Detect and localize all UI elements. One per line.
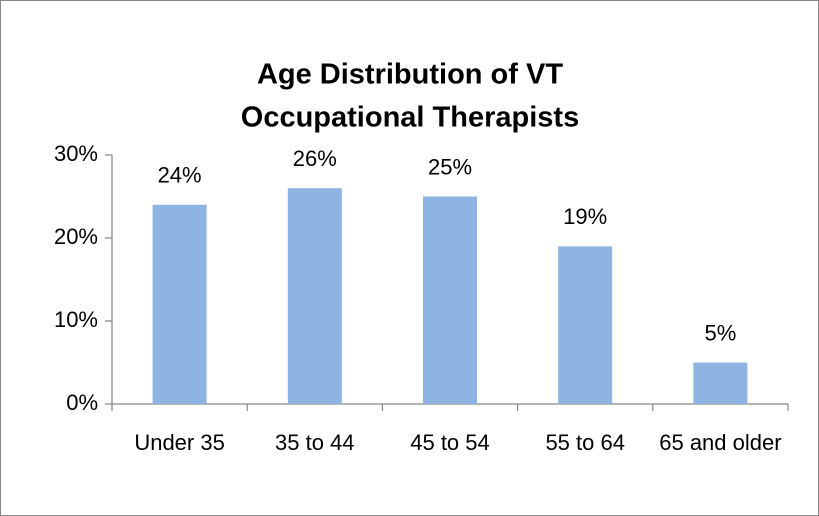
y-tick-label: 10%	[54, 307, 98, 332]
chart-title: Occupational Therapists	[241, 102, 579, 134]
x-tick-label: 55 to 64	[545, 430, 625, 455]
bar	[287, 188, 342, 404]
y-tick-label: 20%	[54, 224, 98, 249]
bar	[152, 204, 207, 404]
x-tick-label: 45 to 54	[410, 430, 490, 455]
bar	[423, 196, 477, 404]
data-label: 19%	[563, 204, 607, 229]
bar	[558, 246, 613, 404]
data-label: 25%	[428, 154, 472, 179]
chart-title: Age Distribution of VT	[257, 59, 563, 91]
data-label: 26%	[293, 146, 337, 171]
data-label: 24%	[158, 163, 202, 188]
bar	[693, 362, 748, 404]
x-tick-label: 35 to 44	[275, 430, 355, 455]
data-label: 5%	[705, 320, 737, 345]
y-tick-label: 0%	[66, 390, 98, 415]
x-tick-label: Under 35	[134, 430, 225, 455]
y-tick-label: 30%	[54, 141, 98, 166]
x-tick-label: 65 and older	[659, 430, 781, 455]
